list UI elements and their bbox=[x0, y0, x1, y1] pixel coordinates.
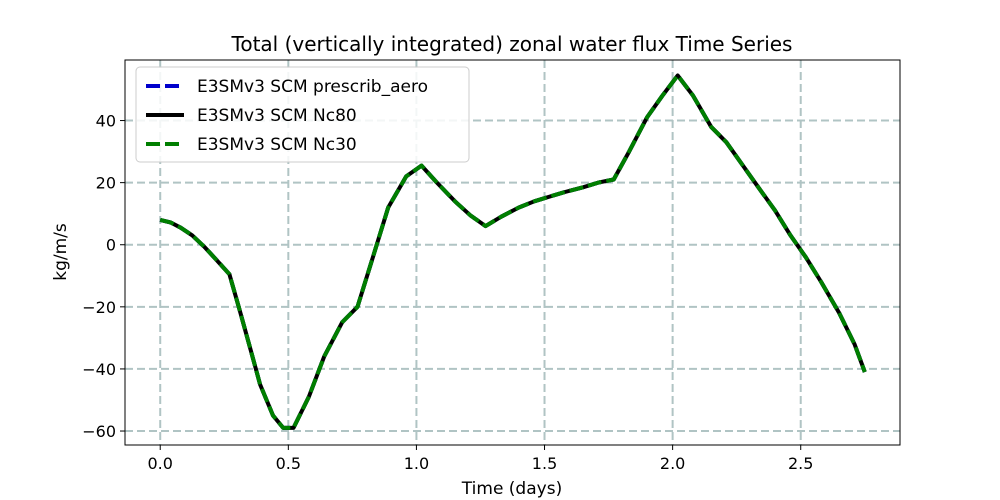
legend-label-nc80: E3SMv3 SCM Nc80 bbox=[197, 106, 357, 126]
x-tick-label: 2.5 bbox=[788, 454, 813, 473]
x-tick-label: 1.0 bbox=[404, 454, 429, 473]
x-tick-label: 2.0 bbox=[660, 454, 685, 473]
y-tick-label: 20 bbox=[96, 174, 116, 193]
series-layer bbox=[159, 73, 867, 430]
x-tick-label: 1.5 bbox=[532, 454, 557, 473]
y-tick-label: 0 bbox=[106, 236, 116, 255]
legend-box bbox=[135, 66, 470, 163]
series-line-nc30 bbox=[159, 73, 867, 430]
y-tick-label: −60 bbox=[82, 422, 116, 441]
x-tick-label: 0.5 bbox=[276, 454, 301, 473]
chart-title: Total (vertically integrated) zonal wate… bbox=[231, 32, 793, 56]
legend-label-nc30: E3SMv3 SCM Nc30 bbox=[197, 135, 357, 155]
y-tick-label: −40 bbox=[82, 360, 116, 379]
axis-ticks: 0.0 0.5 1.0 1.5 2.0 2.5 −60 −40 −20 0 20 40 bbox=[82, 112, 813, 473]
plot-area-frame bbox=[124, 59, 901, 446]
y-axis-label: kg/m/s bbox=[51, 223, 71, 281]
legend-label-prescrib-aero: E3SMv3 SCM prescrib_aero bbox=[197, 77, 428, 97]
legend: E3SMv3 SCM prescrib_aero E3SMv3 SCM Nc80… bbox=[135, 66, 470, 163]
grid bbox=[125, 60, 900, 445]
y-tick-label: 40 bbox=[96, 112, 116, 131]
x-tick-label: 0.0 bbox=[148, 454, 173, 473]
x-axis-label: Time (days) bbox=[461, 479, 562, 499]
y-tick-label: −20 bbox=[82, 298, 116, 317]
